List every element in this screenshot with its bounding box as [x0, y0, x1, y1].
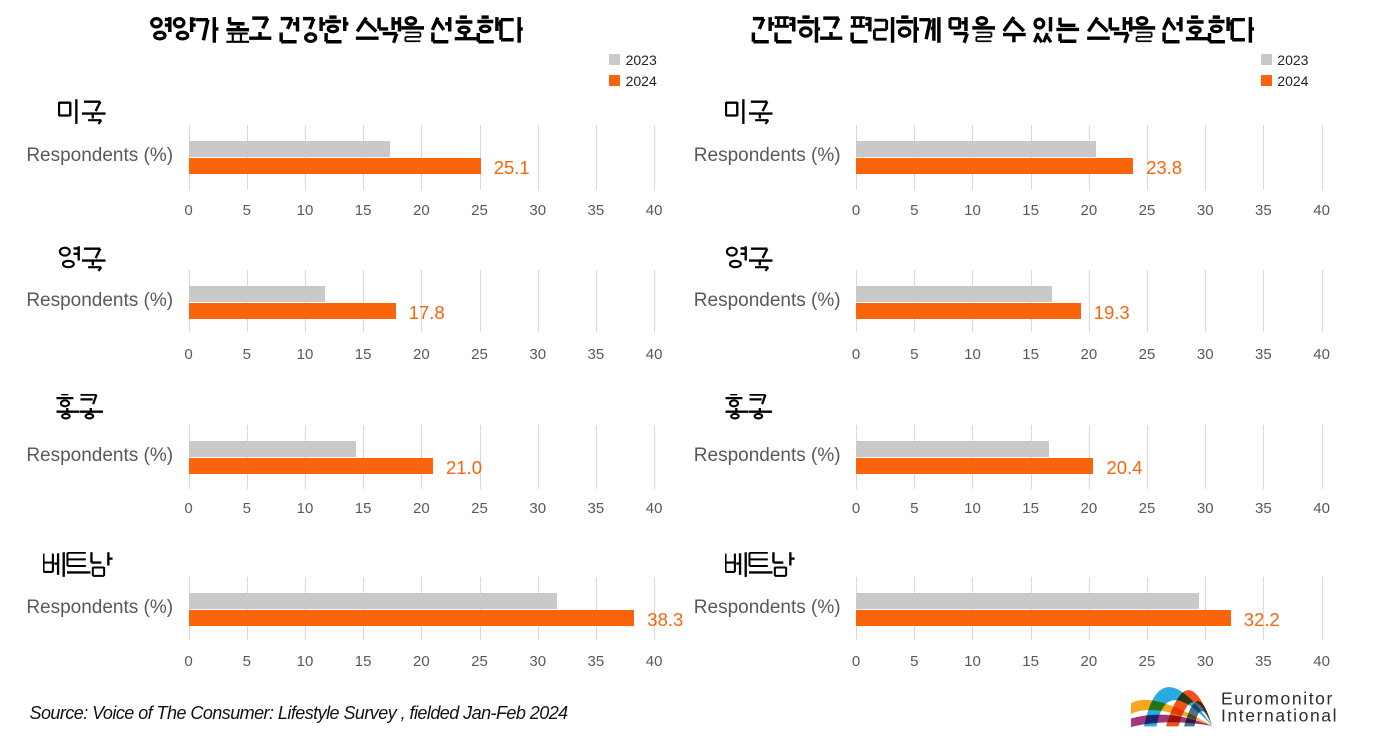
svg-text:Euromonitor: Euromonitor	[1221, 689, 1334, 709]
svg-text:International: International	[1221, 706, 1338, 726]
